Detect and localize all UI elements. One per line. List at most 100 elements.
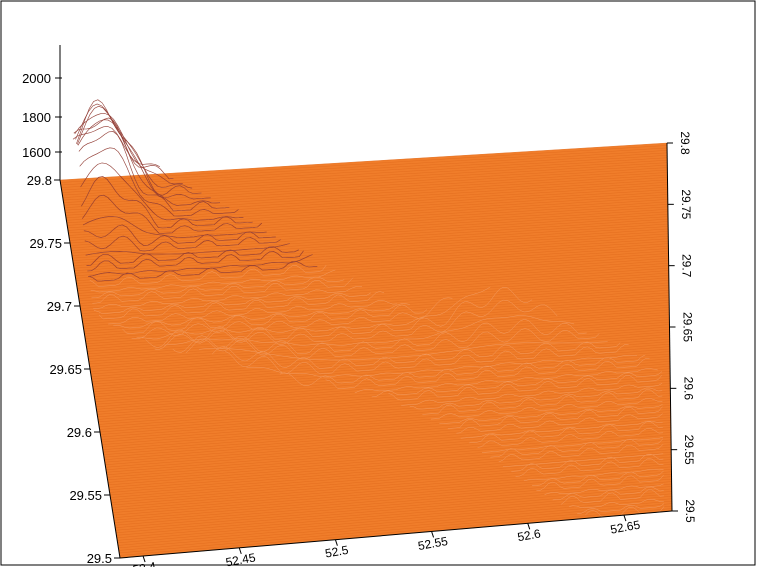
y-left-tick-label: 29.55 [69,488,102,503]
base-hatch-line [90,331,670,375]
base-hatch-line [93,351,670,395]
surface-wire-highlight [85,243,290,256]
base-hatch-line [68,196,668,236]
base-hatch-line [69,201,668,241]
x-tick [238,547,242,555]
surface-wire-highlight [498,444,664,462]
base-hatch-line [61,152,668,191]
surface-wire-highlight [82,195,262,234]
base-hatch-line [95,361,670,405]
base-hatch-line [77,253,669,294]
base-hatch-line [118,503,672,551]
surface-wire-highlight [79,147,239,217]
base-hatch-line [105,422,671,468]
surface-wire-highlight [84,235,281,252]
base-hatch-line [91,336,670,380]
surface-wire-highlight [131,297,453,339]
base-hatch-line [119,508,672,556]
surface-wire-highlight [469,421,663,444]
base-hatch-line [103,412,671,458]
surface-wire-highlight [246,355,638,378]
base-hatch-line [65,174,668,213]
base-hatch-line [102,405,671,450]
surface-wire-highlight [490,438,664,458]
surface-wire-highlight [523,469,664,481]
base-hatch-line [112,466,672,513]
base-hatch-line [76,243,669,284]
base-hatch-line [79,260,669,302]
base-hatch-line [104,415,671,460]
x-tick [527,523,531,530]
base-hatch-line [62,157,668,196]
surface-wire-highlight [439,404,663,424]
base-hatch-line [83,285,669,327]
base-hatch-line [88,316,670,360]
base-hatch-line [114,476,672,523]
base-hatch-line [64,172,668,211]
base-hatch-line [61,150,668,188]
base-hatch-line [106,427,671,473]
axes: 16001800200029.529.5529.629.6529.729.752… [22,45,697,572]
surface-wire-highlight [325,358,650,389]
z-tick-label: 2000 [22,71,51,86]
base-hatch-line [97,370,671,415]
base-hatch-line [84,292,670,334]
y-left-tick-label: 29.8 [27,173,52,188]
base-hatch-line [82,282,669,324]
base-hatch-line [108,442,672,488]
surface-wire-highlight [87,250,304,272]
base-hatch-line [117,498,672,546]
y-right-tick-label: 29.75 [679,189,693,219]
base-hatch-line [109,447,672,493]
base-hatch-line [73,228,669,269]
base-hatch-line [81,275,669,317]
base-hatch-line [63,167,668,206]
base-hatch-line [96,368,671,413]
base-hatch-line [60,147,668,186]
surface-wire-highlight [75,103,193,189]
surface-wire-highlight [460,421,663,439]
base-hatch-line [110,451,672,498]
x-tick-label: 52.5 [324,543,350,561]
base-hatch-line [115,483,672,531]
base-hatch-line [62,159,668,198]
base-hatch-line [72,218,669,259]
base-plane [59,142,673,559]
surface-wire-highlight [577,503,665,514]
surface-wire-highlight [212,341,621,369]
base-hatch-line [85,302,670,344]
base-hatch-line [100,393,671,438]
y-right-tick-label: 29.7 [680,254,694,278]
base-hatch-line [61,155,668,193]
base-hatch-line [95,358,670,402]
base-hatch-line [75,236,669,276]
base-hatch-line [111,459,672,506]
surface-wire-highlight [90,269,336,293]
x-tick [623,514,627,522]
surface-wire-highlight [113,303,410,329]
base-hatch-line [73,226,669,266]
base-hatch-line [91,339,670,382]
surface-wire-highlight [86,246,299,266]
y-left-tick-label: 29.7 [47,299,72,314]
base-hatch-line [104,417,671,463]
base-hatch-line [65,177,668,216]
surface-wire-highlight [93,286,363,309]
base-hatch-line [88,319,670,362]
base-hatch-line [102,402,671,448]
z-tick-label: 1800 [22,110,51,125]
surface-wire-highlight [136,286,491,340]
base-hatch-line [91,334,670,377]
surface-wire-highlight [91,276,345,299]
surface-wire-highlight [74,113,183,185]
base-hatch-line [80,270,669,312]
surface-wire-highlight [163,315,575,346]
base-hatch-line [110,454,672,501]
y-right-tick-label: 29.8 [678,131,692,155]
base-hatch-line [109,449,672,496]
surface-wire-highlight [88,261,318,282]
surface-wire-highlight [73,117,174,179]
x-tick [431,531,435,538]
base-hatch-line [112,464,672,511]
